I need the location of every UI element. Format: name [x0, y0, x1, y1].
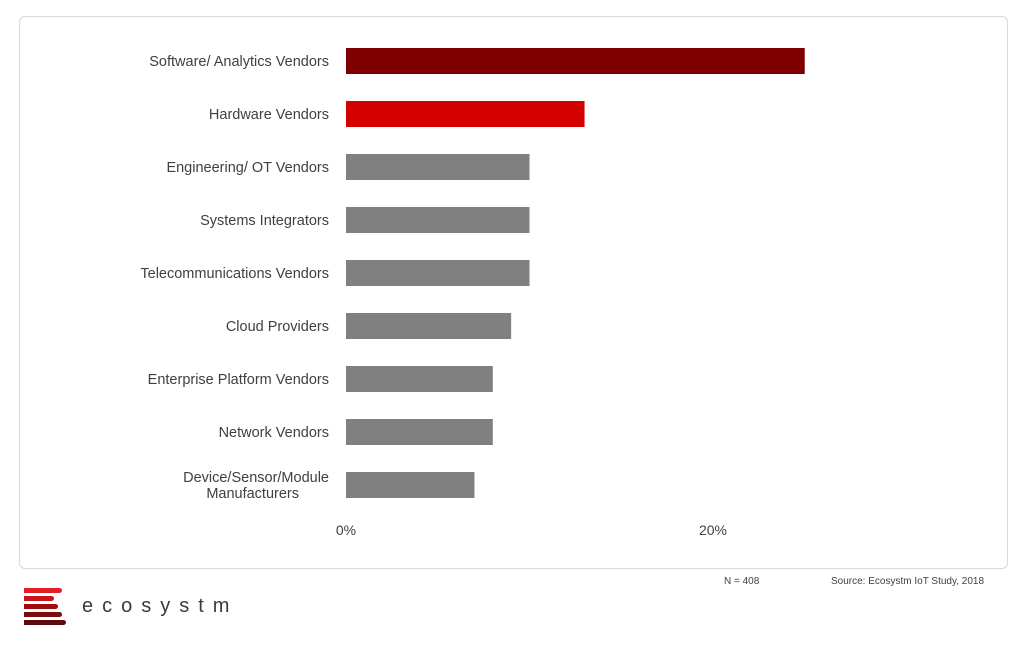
bar-1: [346, 48, 805, 74]
logo-stripe: [24, 612, 62, 617]
x-tick-label: 20%: [699, 522, 727, 538]
category-label: Telecommunications Vendors: [140, 266, 329, 282]
bar-3: [346, 154, 530, 180]
logo-stripe: [24, 620, 66, 625]
logo-stripe: [24, 604, 58, 609]
category-label: Software/ Analytics Vendors: [149, 54, 329, 70]
brand-name: ecosystm: [82, 595, 239, 617]
chart-card: Software/ Analytics Vendors Hardware Vend…: [19, 16, 1008, 569]
ecosystm-logo-icon: [24, 588, 66, 630]
source-note: Source: Ecosystm IoT Study, 2018: [831, 576, 985, 587]
category-label: Hardware Vendors: [209, 107, 329, 123]
category-label: Engineering/ OT Vendors: [166, 160, 329, 176]
bar-8: [346, 419, 493, 445]
category-label: Device/Sensor/Module Manufacturers: [183, 470, 329, 502]
bar-7: [346, 366, 493, 392]
category-label: Systems Integrators: [200, 213, 329, 229]
category-label: Network Vendors: [219, 425, 329, 441]
category-label: Enterprise Platform Vendors: [148, 372, 329, 388]
logo-stripe: [24, 596, 54, 601]
bar-2: [346, 101, 585, 127]
bar-chart: Software/ Analytics Vendors Hardware Vend…: [140, 48, 805, 538]
ecosystm-logo: ecosystm: [24, 588, 234, 630]
logo-stripe: [24, 588, 62, 593]
bar-9: [346, 472, 475, 498]
sample-size-note: N = 408: [724, 576, 760, 587]
x-tick-label: 0%: [336, 522, 356, 538]
bar-4: [346, 207, 530, 233]
bar-5: [346, 260, 530, 286]
category-label: Cloud Providers: [226, 319, 329, 335]
bar-6: [346, 313, 512, 339]
